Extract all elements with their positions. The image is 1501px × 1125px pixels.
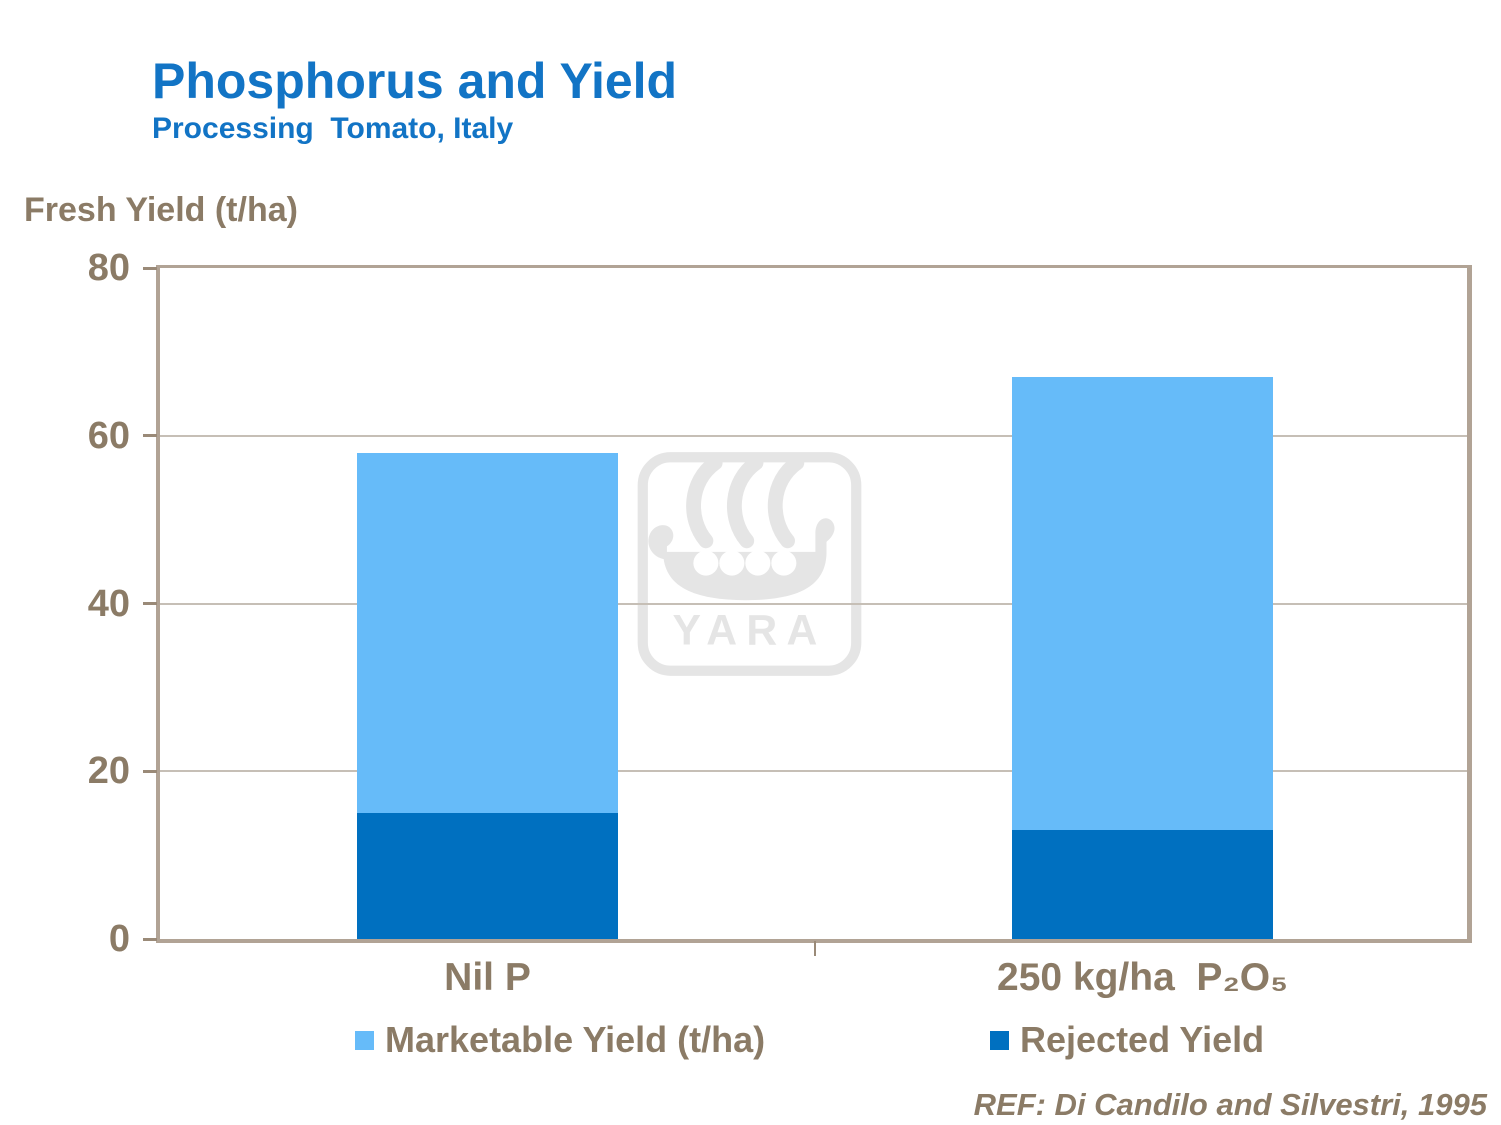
yara-logo-text: YARA bbox=[672, 607, 826, 655]
y-tick-label-60: 60 bbox=[87, 414, 130, 457]
y-tick-mark-80 bbox=[143, 266, 157, 270]
y-tick-label-80: 80 bbox=[87, 247, 130, 289]
plot-area: YARA bbox=[156, 265, 1472, 943]
x-category-label-nil-p: Nil P bbox=[444, 956, 531, 999]
legend-label: Marketable Yield (t/ha) bbox=[385, 1019, 766, 1060]
y-tick-mark-20 bbox=[143, 769, 157, 773]
chart-subtitle: Processing Tomato, Italy bbox=[152, 112, 514, 145]
viking-ship-hull bbox=[663, 518, 835, 601]
y-tick-mark-0 bbox=[143, 937, 157, 941]
x-category-label-250-kg-ha-p-o: 250 kg/ha P₂O₅ bbox=[997, 956, 1288, 999]
yara-logo-watermark-icon: YARA bbox=[637, 452, 862, 676]
legend-label: Rejected Yield bbox=[1020, 1019, 1265, 1060]
legend-swatch-marketable-yield-t-ha bbox=[355, 1030, 374, 1050]
bar-segment-marketable-yield-t-ha-250-kg-ha-p-o bbox=[1012, 377, 1273, 830]
x-axis-divider-tick bbox=[813, 941, 816, 956]
y-axis-title: Fresh Yield (t/ha) bbox=[24, 191, 298, 229]
bar-nil-p bbox=[357, 452, 618, 939]
y-tick-label-20: 20 bbox=[87, 750, 130, 793]
y-tick-mark-60 bbox=[143, 434, 157, 438]
reference-text: REF: Di Candilo and Silvestri, 1995 bbox=[973, 1087, 1487, 1122]
gridline-40 bbox=[160, 602, 1467, 605]
bar-250-kg-ha-p-o bbox=[1012, 377, 1273, 939]
legend-swatch-rejected-yield bbox=[990, 1030, 1009, 1050]
bar-segment-rejected-yield-nil-p bbox=[357, 813, 618, 939]
gridline-60 bbox=[160, 434, 1467, 437]
legend-item-marketable-yield-t-ha: Marketable Yield (t/ha) bbox=[355, 1022, 765, 1058]
legend-item-rejected-yield: Rejected Yield bbox=[990, 1022, 1264, 1058]
bar-segment-marketable-yield-t-ha-nil-p bbox=[357, 452, 618, 814]
y-tick-label-0: 0 bbox=[108, 918, 130, 960]
gridline-20 bbox=[160, 770, 1467, 773]
chart-title: Phosphorus and Yield bbox=[152, 53, 678, 109]
bar-segment-rejected-yield-250-kg-ha-p-o bbox=[1012, 829, 1273, 939]
viking-ship-stern-curl bbox=[648, 525, 674, 560]
y-tick-label-40: 40 bbox=[87, 582, 130, 625]
y-tick-mark-40 bbox=[143, 602, 157, 605]
